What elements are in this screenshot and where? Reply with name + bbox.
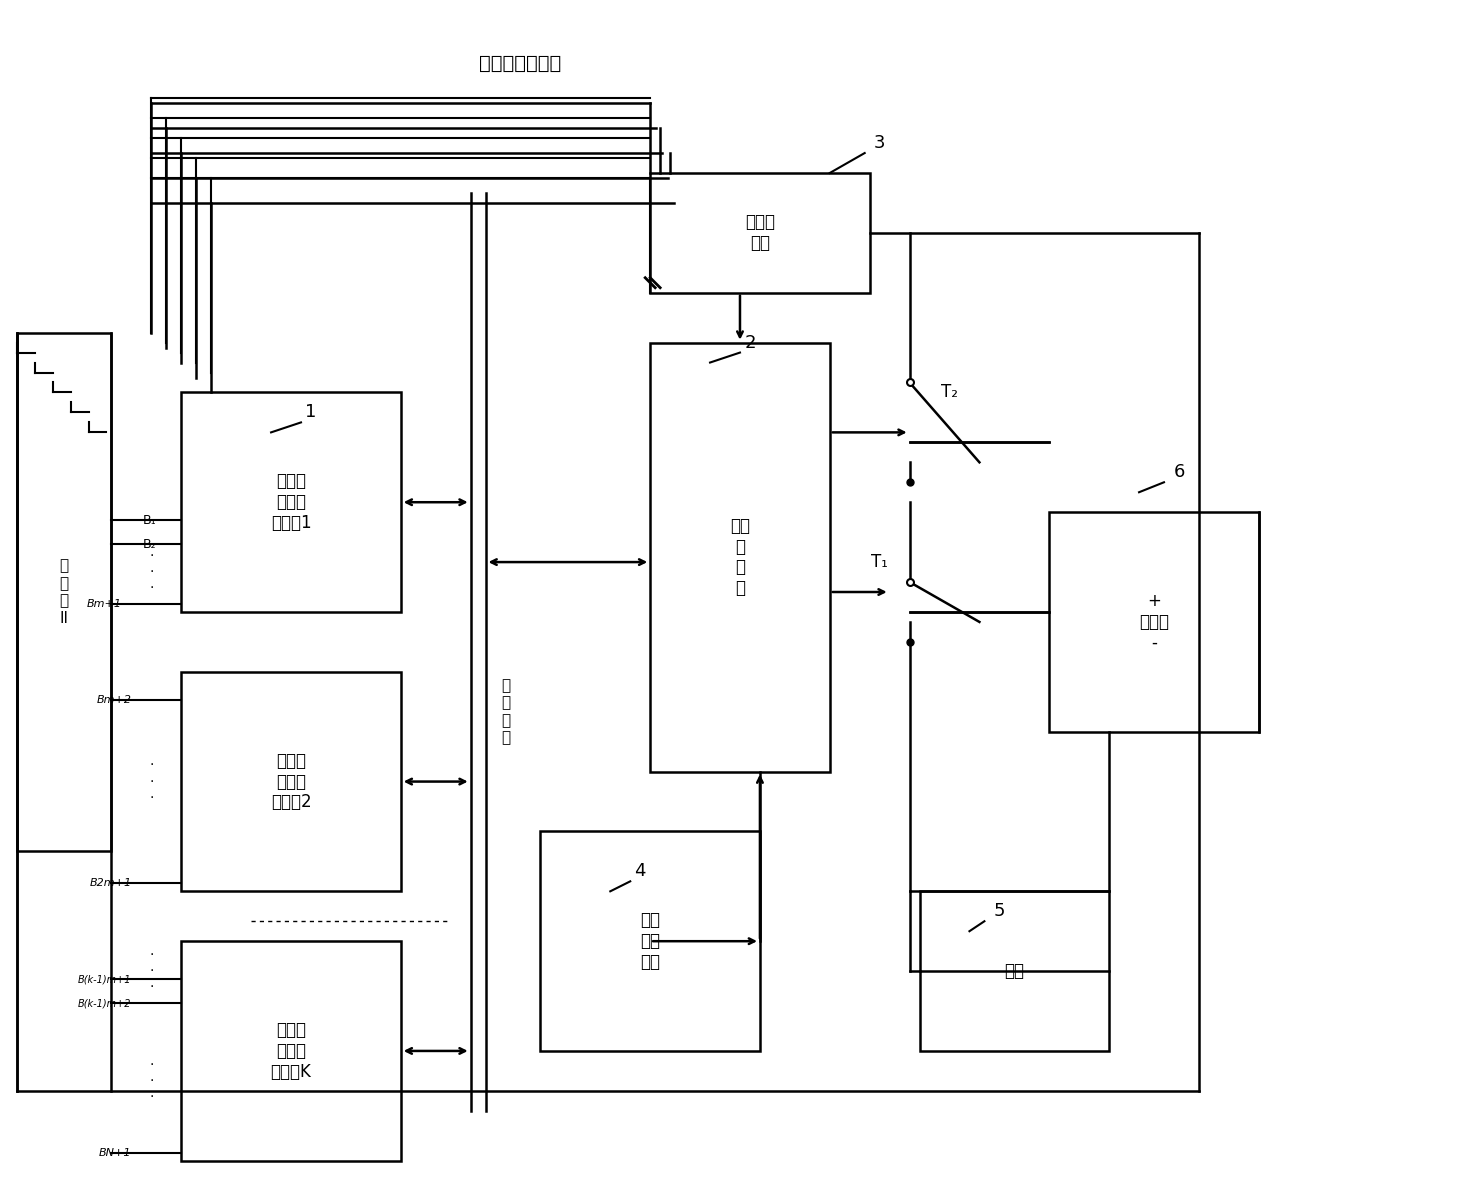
Text: 4: 4 — [635, 862, 646, 881]
Text: 2: 2 — [744, 334, 756, 352]
FancyBboxPatch shape — [16, 333, 111, 851]
Text: 5: 5 — [994, 902, 1004, 920]
Text: 6: 6 — [1174, 464, 1184, 482]
FancyBboxPatch shape — [181, 942, 401, 1161]
Text: 中央
控
制
器: 中央 控 制 器 — [730, 517, 750, 597]
FancyBboxPatch shape — [181, 392, 401, 611]
Text: Bm+2: Bm+2 — [96, 695, 132, 704]
Text: 1: 1 — [306, 403, 317, 422]
Text: ·
·
·: · · · — [149, 758, 154, 805]
Text: B2m+1: B2m+1 — [89, 879, 132, 888]
Text: 电压检
测及均
衡模块K: 电压检 测及均 衡模块K — [270, 1022, 311, 1081]
FancyBboxPatch shape — [651, 173, 870, 293]
Text: ·
·
·: · · · — [149, 1057, 154, 1104]
Text: 负载: 负载 — [1004, 962, 1025, 980]
FancyBboxPatch shape — [920, 892, 1110, 1051]
Text: +
充电机
-: + 充电机 - — [1139, 592, 1170, 652]
Text: 3: 3 — [874, 134, 886, 153]
Text: ·
·
·: · · · — [149, 948, 154, 994]
FancyBboxPatch shape — [1050, 513, 1259, 732]
Text: T₂: T₂ — [942, 384, 958, 402]
FancyBboxPatch shape — [181, 672, 401, 892]
Text: B₁: B₁ — [143, 514, 156, 527]
Text: B(k-1)m+2: B(k-1)m+2 — [77, 998, 132, 1008]
Text: 控制
显示
面板: 控制 显示 面板 — [640, 912, 661, 971]
Text: 电流传
感器: 电流传 感器 — [746, 213, 775, 253]
Text: 电压检
测及均
衡模块2: 电压检 测及均 衡模块2 — [270, 752, 311, 812]
Text: 通
信
总
线: 通 信 总 线 — [501, 678, 510, 745]
Text: Bm+1: Bm+1 — [86, 600, 121, 609]
Text: 连
接
器
II: 连 接 器 II — [60, 558, 69, 626]
FancyBboxPatch shape — [541, 832, 760, 1051]
Text: B₂: B₂ — [143, 538, 156, 551]
Text: 温度传感器总线: 温度传感器总线 — [480, 54, 561, 73]
Text: ·
·
·: · · · — [149, 548, 154, 595]
Text: 电压检
测及均
衡模块1: 电压检 测及均 衡模块1 — [270, 472, 311, 532]
FancyBboxPatch shape — [651, 342, 830, 771]
Text: T₁: T₁ — [871, 553, 887, 571]
Text: B(k-1)m+1: B(k-1)m+1 — [77, 974, 132, 985]
Text: BN+1: BN+1 — [99, 1148, 132, 1157]
